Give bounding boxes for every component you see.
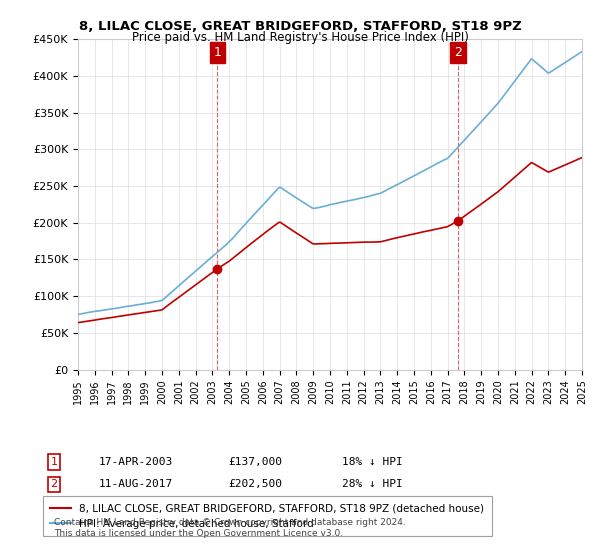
Text: £202,500: £202,500: [228, 479, 282, 489]
Text: 11-AUG-2017: 11-AUG-2017: [99, 479, 173, 489]
Text: 2: 2: [454, 46, 462, 59]
Text: 1: 1: [50, 457, 58, 467]
Text: 1: 1: [214, 46, 221, 59]
Text: Contains HM Land Registry data © Crown copyright and database right 2024.
This d: Contains HM Land Registry data © Crown c…: [54, 518, 406, 538]
Text: 28% ↓ HPI: 28% ↓ HPI: [342, 479, 403, 489]
Text: Price paid vs. HM Land Registry's House Price Index (HPI): Price paid vs. HM Land Registry's House …: [131, 31, 469, 44]
Text: 17-APR-2003: 17-APR-2003: [99, 457, 173, 467]
Text: 2: 2: [50, 479, 58, 489]
Text: £137,000: £137,000: [228, 457, 282, 467]
Text: 8, LILAC CLOSE, GREAT BRIDGEFORD, STAFFORD, ST18 9PZ: 8, LILAC CLOSE, GREAT BRIDGEFORD, STAFFO…: [79, 20, 521, 32]
Text: 18% ↓ HPI: 18% ↓ HPI: [342, 457, 403, 467]
Legend: 8, LILAC CLOSE, GREAT BRIDGEFORD, STAFFORD, ST18 9PZ (detached house), HPI: Aver: 8, LILAC CLOSE, GREAT BRIDGEFORD, STAFFO…: [43, 496, 491, 536]
